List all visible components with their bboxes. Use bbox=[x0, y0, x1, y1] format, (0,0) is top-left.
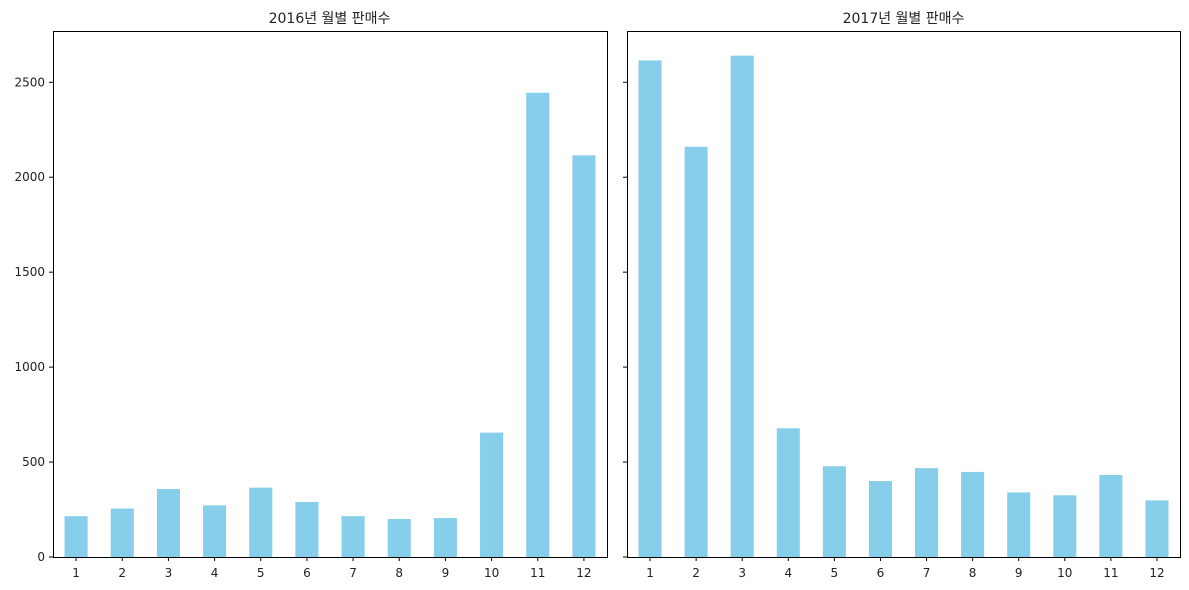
chart-title-2017: 2017년 월별 판매수 bbox=[843, 11, 965, 27]
x-tick-label-2016-2: 2 bbox=[118, 566, 126, 580]
y-tick-label-2016-500: 500 bbox=[22, 455, 45, 469]
y-tick-label-2016-2000: 2000 bbox=[14, 170, 45, 184]
bar-2016-9 bbox=[433, 518, 457, 557]
bar-2017-9 bbox=[1007, 492, 1031, 557]
x-tick-label-2017-6: 6 bbox=[877, 566, 885, 580]
panel-2016: 2016년 월별 판매수 1 2 3 4 5 6 7 8 9 10 11 12050010001500… bbox=[14, 11, 608, 580]
panel-2017: 2017년 월별 판매수 1 2 3 4 5 6 7 8 9 10 11 12 bbox=[623, 11, 1181, 580]
y-tick-label-2016-2500: 2500 bbox=[14, 75, 45, 89]
x-tick-label-2017-12: 12 bbox=[1149, 566, 1164, 580]
bar-2016-4 bbox=[203, 505, 227, 557]
bar-2016-1 bbox=[64, 516, 88, 557]
x-tick-label-2017-9: 9 bbox=[1015, 566, 1023, 580]
bar-2016-10 bbox=[480, 432, 504, 557]
x-tick-label-2016-12: 12 bbox=[576, 566, 591, 580]
x-tick-label-2016-8: 8 bbox=[395, 566, 403, 580]
bar-2016-12 bbox=[572, 155, 596, 557]
x-tick-label-2016-9: 9 bbox=[442, 566, 450, 580]
y-tick-label-2016-1000: 1000 bbox=[14, 360, 45, 374]
bar-2017-7 bbox=[915, 468, 939, 557]
chart-title-2016: 2016년 월별 판매수 bbox=[269, 11, 391, 27]
bar-2017-4 bbox=[776, 428, 800, 557]
x-tick-label-2017-1: 1 bbox=[646, 566, 654, 580]
x-tick-label-2016-7: 7 bbox=[349, 566, 357, 580]
x-tick-label-2016-5: 5 bbox=[257, 566, 265, 580]
x-tick-label-2017-10: 10 bbox=[1057, 566, 1072, 580]
bar-2017-1 bbox=[638, 60, 662, 558]
x-tick-label-2016-11: 11 bbox=[530, 566, 545, 580]
bar-2017-5 bbox=[822, 466, 846, 557]
x-tick-label-2017-8: 8 bbox=[969, 566, 977, 580]
bar-2016-8 bbox=[387, 519, 411, 557]
x-tick-label-2017-11: 11 bbox=[1103, 566, 1118, 580]
x-tick-label-2017-2: 2 bbox=[692, 566, 700, 580]
bar-2016-3 bbox=[156, 489, 180, 557]
axes-frame-2016 bbox=[53, 31, 608, 558]
x-tick-label-2017-7: 7 bbox=[923, 566, 931, 580]
x-tick-label-2016-4: 4 bbox=[211, 566, 219, 580]
y-tick-label-2016-0: 0 bbox=[37, 550, 45, 564]
x-tick-label-2017-3: 3 bbox=[738, 566, 746, 580]
bar-2016-2 bbox=[110, 508, 134, 557]
bar-2016-5 bbox=[249, 487, 273, 557]
bar-2016-6 bbox=[295, 501, 319, 557]
bar-2016-11 bbox=[526, 92, 550, 558]
bar-2017-3 bbox=[730, 55, 754, 557]
bar-2017-11 bbox=[1099, 474, 1123, 557]
x-tick-label-2016-10: 10 bbox=[484, 566, 499, 580]
bar-2017-2 bbox=[684, 146, 708, 557]
bar-2017-6 bbox=[868, 481, 892, 557]
x-tick-label-2016-6: 6 bbox=[303, 566, 311, 580]
axes-frame-2017 bbox=[627, 31, 1181, 558]
bar-2017-8 bbox=[961, 471, 985, 557]
x-tick-label-2016-1: 1 bbox=[72, 566, 80, 580]
x-tick-label-2017-4: 4 bbox=[784, 566, 792, 580]
bar-2017-12 bbox=[1145, 500, 1169, 557]
bar-2017-10 bbox=[1053, 495, 1077, 557]
x-tick-label-2017-5: 5 bbox=[831, 566, 839, 580]
x-tick-label-2016-3: 3 bbox=[165, 566, 173, 580]
y-tick-label-2016-1500: 1500 bbox=[14, 265, 45, 279]
bar-2016-7 bbox=[341, 516, 365, 557]
